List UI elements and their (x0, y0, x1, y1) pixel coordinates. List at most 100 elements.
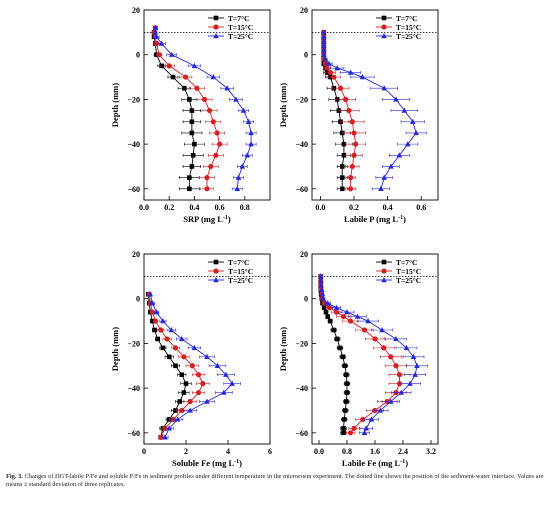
legend-marker (213, 33, 219, 39)
x-axis-label: Labile Fe (mg L-1) (342, 458, 408, 468)
legend-label: T=7°C (396, 258, 417, 267)
data-point (407, 380, 413, 386)
y-tick-label: 20 (300, 6, 308, 15)
legend-label: T=15°C (396, 267, 421, 276)
data-point (187, 407, 193, 413)
data-point (214, 130, 220, 136)
x-tick-label: 0.6 (416, 203, 426, 212)
data-point (368, 416, 375, 422)
data-point (339, 175, 345, 180)
data-point (381, 345, 387, 351)
legend: T=7°CT=15°CT=25°C (208, 14, 253, 41)
data-point (344, 399, 349, 404)
y-tick-label: −40 (295, 384, 308, 393)
data-point (173, 363, 178, 369)
data-point (320, 42, 327, 48)
data-point (322, 56, 329, 62)
x-tick-label: 0.0 (139, 203, 149, 212)
legend-label: T=7°C (396, 14, 417, 23)
y-tick-label: −40 (127, 384, 140, 393)
x-tick-label: 4 (226, 447, 230, 456)
data-point (320, 47, 327, 53)
data-point (404, 141, 411, 147)
data-point (189, 130, 195, 136)
data-point (191, 62, 198, 69)
data-point (166, 63, 172, 69)
data-point (334, 65, 340, 71)
data-point (349, 163, 355, 170)
data-point (410, 353, 417, 360)
data-point (166, 425, 172, 431)
x-axis-label: Labile P (mg L-1) (344, 214, 406, 224)
legend-marker (213, 24, 219, 30)
x-tick-label: 0.0 (314, 447, 324, 456)
data-point (192, 141, 197, 147)
data-point (149, 309, 155, 315)
y-axis-label: Depth (mm) (110, 327, 120, 371)
data-point (319, 291, 326, 297)
data-point (346, 107, 352, 114)
series-T15 (318, 273, 411, 436)
data-point (387, 398, 394, 404)
data-point (381, 85, 388, 91)
data-point (325, 314, 331, 319)
data-point (210, 119, 216, 125)
data-point (240, 107, 247, 113)
series-T25 (317, 273, 428, 436)
series-T25 (320, 29, 427, 192)
data-point (361, 327, 368, 333)
data-point (320, 51, 327, 57)
data-point (204, 353, 210, 360)
data-point (347, 69, 354, 75)
data-point (348, 175, 354, 181)
data-point (339, 164, 345, 169)
data-point (248, 141, 254, 147)
data-point (344, 372, 349, 378)
x-axis-label: SRP (mg L-1) (183, 214, 231, 224)
y-tick-label: −60 (295, 429, 308, 438)
data-point (204, 398, 210, 404)
data-point (414, 362, 420, 368)
chart-panel-2: 20 0 −20 −40 −60 0.0 0.2 0.4 0.6 Labile P (mg L-1… (278, 6, 439, 224)
x-tick-label: 0.8 (240, 203, 250, 212)
data-point (326, 60, 332, 66)
data-point (337, 345, 343, 351)
y-tick-label: −20 (127, 95, 140, 104)
x-tick-label: 1.6 (370, 447, 380, 456)
data-point (172, 345, 179, 351)
legend-label: T=15°C (228, 267, 253, 276)
data-point (351, 130, 357, 136)
data-point (341, 417, 347, 422)
data-point (235, 174, 242, 180)
data-point (173, 408, 178, 413)
data-point (320, 29, 327, 35)
caption-text: Changes of DGT-labile P/Fe and soluble P… (6, 473, 544, 489)
y-axis-label: Depth (mm) (278, 327, 288, 371)
data-point (244, 152, 251, 158)
data-point (323, 309, 329, 315)
legend: T=7°CT=15°CT=25°C (376, 14, 421, 41)
data-point (349, 119, 355, 125)
data-point (413, 129, 419, 136)
x-tick-label: 2 (184, 447, 188, 456)
data-point (398, 389, 405, 395)
chart-panel-1: 20 0 −20 −40 −60 0.0 0.2 0.4 0.6 0.8 SRP (mg L-1) D… (110, 6, 271, 224)
legend-marker (381, 277, 387, 283)
x-tick-label: 0 (142, 447, 146, 456)
data-point (410, 118, 416, 124)
legend-label: T=25°C (228, 276, 253, 285)
y-axis-label: Depth (mm) (110, 83, 120, 127)
legend-label: T=15°C (228, 23, 253, 32)
data-point (234, 185, 241, 192)
data-point (341, 141, 347, 147)
data-point (361, 429, 368, 436)
y-tick-label: 20 (132, 250, 140, 259)
data-point (354, 313, 361, 319)
data-point (347, 318, 354, 324)
x-tick-label: 2.4 (398, 447, 408, 456)
data-point (191, 344, 198, 351)
legend-label: T=15°C (396, 23, 421, 32)
data-point (334, 336, 340, 342)
